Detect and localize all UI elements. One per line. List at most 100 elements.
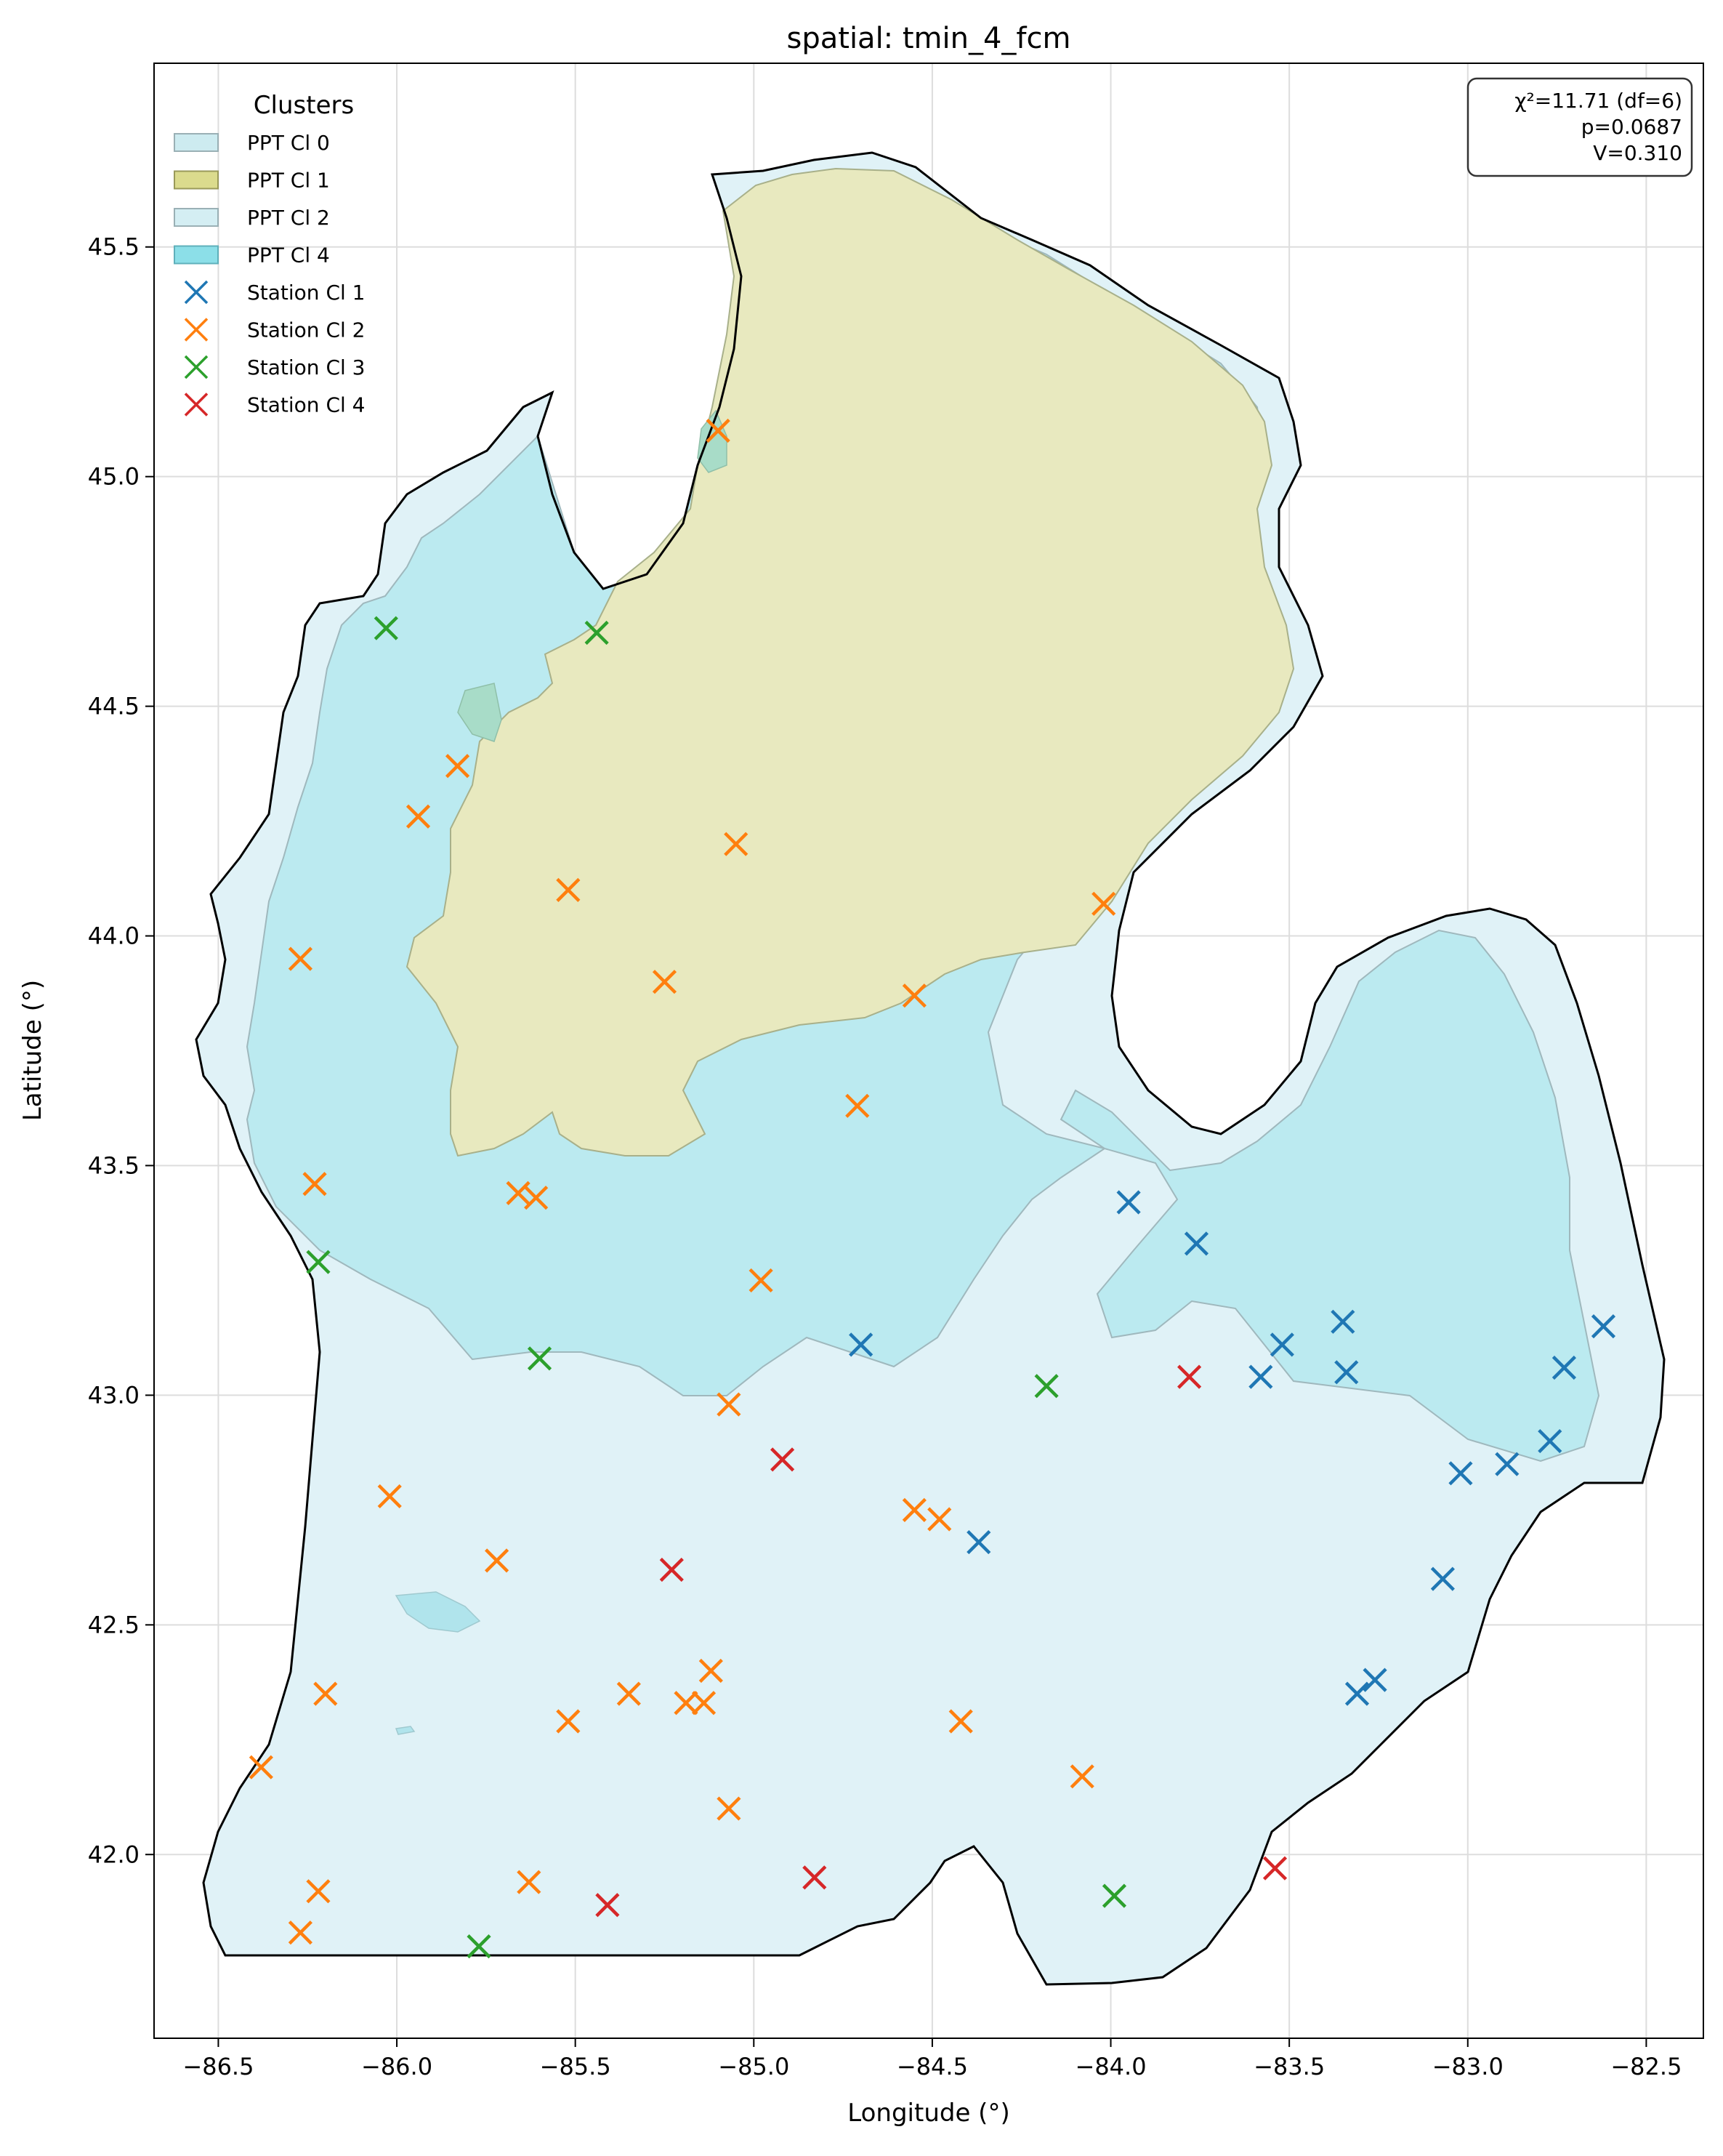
x-axis-label: Longitude (°) <box>847 2099 1009 2128</box>
x-tick-label: −85.0 <box>718 2053 789 2080</box>
station-marker-cl-4-1 <box>770 1447 795 1472</box>
station-marker-cl-2-21 <box>698 1658 723 1684</box>
legend-label: PPT Cl 0 <box>247 131 330 155</box>
y-axis-label: Latitude (°) <box>18 980 47 1121</box>
legend-swatch-ppt-1 <box>174 170 219 190</box>
station-marker-cl-2-25 <box>948 1709 973 1734</box>
station-marker-cl-3-6 <box>467 1934 491 1959</box>
station-marker-cl-1-13 <box>1430 1566 1455 1591</box>
station-marker-cl-2-14 <box>717 1392 741 1417</box>
station-marker-cl-2-10 <box>302 1172 327 1196</box>
legend-label: Station Cl 3 <box>247 355 366 379</box>
station-marker-cl-1-0 <box>1116 1190 1141 1215</box>
x-tick-label: −86.5 <box>182 2053 254 2080</box>
y-tick-label: 45.0 <box>88 463 140 491</box>
y-tick-label: 42.5 <box>88 1611 140 1638</box>
station-marker-cl-2-4 <box>556 877 581 902</box>
map-regions <box>195 151 1666 1986</box>
x-tick-label: −83.5 <box>1254 2053 1325 2080</box>
station-marker-cl-3-0 <box>374 616 398 640</box>
y-axis: 42.0 42.5 43.0 43.5 44.0 44.5 45.0 45.5 <box>88 233 154 1868</box>
station-marker-cl-1-12 <box>967 1529 991 1555</box>
y-tick-label: 44.5 <box>88 693 140 720</box>
station-marker-cl-4-4 <box>1262 1856 1288 1881</box>
map-title: spatial: tmin_4_fcm <box>787 22 1071 55</box>
y-tick-label: 45.5 <box>88 233 140 261</box>
station-marker-cl-2-2 <box>405 804 431 829</box>
y-tick-label: 43.0 <box>88 1381 140 1409</box>
stats-cramers-v: V=0.310 <box>1593 141 1682 165</box>
station-marker-cl-2-12 <box>524 1186 549 1210</box>
legend-label: PPT Cl 4 <box>247 244 330 268</box>
x-tick-label: −82.5 <box>1610 2053 1682 2080</box>
station-marker-cl-4-3 <box>802 1865 827 1890</box>
station-marker-cl-3-4 <box>1034 1374 1059 1399</box>
station-marker-cl-2-18 <box>485 1548 509 1573</box>
lake-patch-west <box>457 683 502 742</box>
station-marker-cl-1-15 <box>1363 1668 1387 1692</box>
station-marker-cl-4-2 <box>659 1557 684 1582</box>
legend-swatch-ppt-3 <box>174 245 219 265</box>
station-marker-cl-1-3 <box>1248 1364 1273 1389</box>
x-tick-label: −83.0 <box>1432 2053 1504 2080</box>
station-marker-cl-2-26 <box>249 1755 273 1779</box>
station-marker-cl-1-4 <box>1270 1332 1294 1357</box>
station-marker-cl-2-11 <box>506 1180 530 1205</box>
station-marker-cl-3-3 <box>527 1346 552 1371</box>
station-marker-cl-2-30 <box>306 1879 331 1904</box>
x-axis: −86.5 −86.0 −85.5 −85.0 −84.5 −84.0 −83.5 −83.0… <box>182 2038 1682 2080</box>
station-marker-cl-2-9 <box>845 1093 870 1118</box>
station-markers <box>249 418 1616 1959</box>
station-marker-cl-3-2 <box>306 1250 331 1274</box>
stats-p-value: p=0.0687 <box>1581 115 1682 139</box>
x-tick-label: −85.5 <box>540 2053 611 2080</box>
station-marker-cl-3-5 <box>1102 1883 1127 1908</box>
x-tick-label: −84.5 <box>897 2053 968 2080</box>
station-marker-cl-4-5 <box>595 1893 620 1918</box>
station-marker-cl-1-5 <box>1331 1309 1355 1334</box>
station-marker-cl-3-1 <box>584 620 609 645</box>
station-marker-cl-2-15 <box>377 1484 402 1508</box>
axes-frame <box>153 63 1704 2039</box>
station-marker-cl-2-1 <box>445 754 470 779</box>
legend-label: PPT Cl 2 <box>247 206 330 230</box>
station-marker-cl-2-17 <box>927 1507 952 1532</box>
station-marker-cl-1-10 <box>1448 1461 1473 1486</box>
legend-label: Station Cl 4 <box>247 393 366 417</box>
lake-patch-south <box>395 1591 481 1633</box>
legend-title: Clusters <box>254 91 354 120</box>
station-marker-cl-2-0 <box>706 418 730 443</box>
station-marker-cl-1-14 <box>1344 1681 1370 1706</box>
region-ppt-cl-1 <box>405 167 1295 1157</box>
y-tick-label: 43.5 <box>88 1151 140 1179</box>
station-marker-cl-1-7 <box>1591 1314 1616 1339</box>
station-marker-cl-2-3 <box>724 832 748 856</box>
legend-swatch-station-4 <box>184 280 209 305</box>
legend-swatch-station-6 <box>184 355 209 379</box>
station-marker-cl-2-20 <box>616 1681 641 1706</box>
legend-label: PPT Cl 1 <box>247 169 330 193</box>
legend-swatch-ppt-0 <box>174 133 219 152</box>
station-marker-cl-4-0 <box>1177 1364 1202 1389</box>
legend-swatch-station-5 <box>184 318 209 342</box>
station-marker-cl-1-9 <box>1538 1428 1562 1454</box>
station-marker-cl-2-6 <box>288 946 313 971</box>
legend-label: Station Cl 2 <box>247 318 366 342</box>
y-tick-label: 44.0 <box>88 922 140 950</box>
stats-box: χ²=11.71 (df=6) p=0.0687 V=0.310 <box>1466 77 1693 177</box>
station-marker-cl-2-13 <box>748 1268 773 1293</box>
y-tick-label: 42.0 <box>88 1841 140 1868</box>
stats-chi-square: χ²=11.71 (df=6) <box>1514 89 1682 113</box>
station-marker-cl-2-29 <box>517 1870 541 1894</box>
station-marker-cl-1-1 <box>1184 1231 1209 1256</box>
x-tick-label: −84.0 <box>1076 2053 1147 2080</box>
station-marker-cl-2-23 <box>691 1691 717 1715</box>
legend-swatch-station-7 <box>184 393 209 417</box>
legend-swatch-ppt-2 <box>174 208 219 227</box>
station-marker-cl-2-22 <box>674 1691 698 1715</box>
station-marker-cl-2-27 <box>1070 1764 1094 1789</box>
station-marker-cl-1-2 <box>849 1332 873 1357</box>
lake-patch-north <box>697 409 727 473</box>
station-marker-cl-2-5 <box>1091 891 1116 916</box>
